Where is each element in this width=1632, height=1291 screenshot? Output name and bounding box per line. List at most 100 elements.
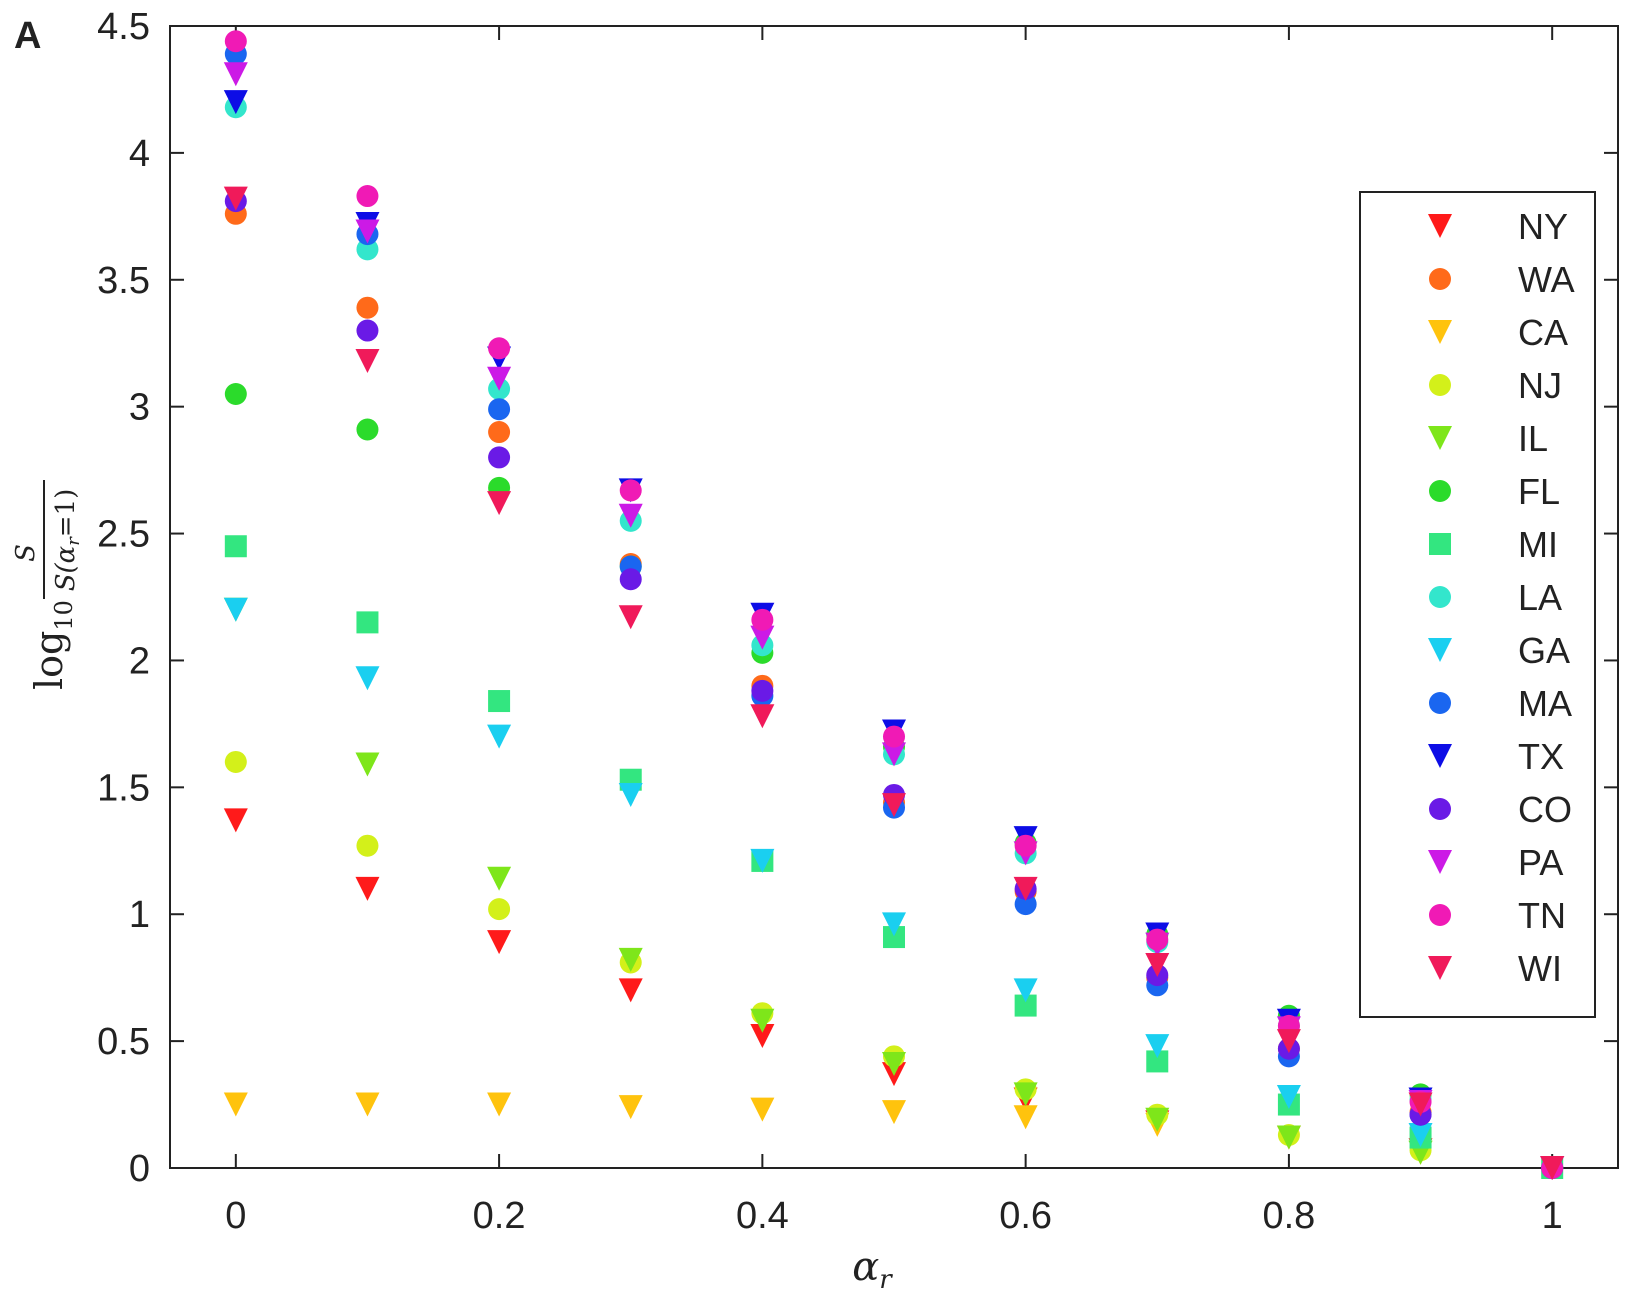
data-point (750, 1008, 775, 1033)
y-tick-label: 3.5 (97, 260, 150, 302)
data-point (223, 597, 248, 622)
data-point (488, 446, 511, 469)
data-point (1145, 1034, 1170, 1059)
axes: 0 0.2 0.4 0.6 0.8 1 0 0.5 1 1.5 2 2.5 3 3.5 4 4.5 (97, 6, 1619, 1237)
data-point (355, 219, 380, 244)
svg-text:S(αr=1): S(αr=1) (51, 489, 84, 592)
y-tick-label: 2.5 (97, 514, 150, 556)
data-point (1146, 928, 1169, 951)
series-ga (223, 597, 1565, 1180)
legend-item: CO (1429, 789, 1572, 830)
legend-marker (1428, 214, 1452, 238)
x-tick-label: 1 (1542, 1195, 1563, 1237)
data-point (882, 1100, 906, 1125)
legend-marker (1428, 956, 1452, 980)
data-point (1014, 834, 1037, 857)
legend-label: WI (1518, 948, 1562, 989)
y-tick-label: 0 (129, 1148, 150, 1190)
data-point (750, 848, 775, 873)
legend-item: CA (1428, 312, 1568, 353)
data-point (223, 90, 248, 115)
data-point (356, 319, 379, 342)
data-point (224, 535, 247, 558)
legend-label: CO (1518, 789, 1572, 830)
data-point (750, 704, 775, 729)
data-point (618, 503, 643, 528)
data-point (356, 296, 379, 319)
data-point (882, 1051, 906, 1076)
data-point (751, 608, 774, 631)
data-point (487, 491, 512, 516)
data-point (1145, 1107, 1170, 1132)
data-point (356, 418, 379, 441)
data-point (487, 366, 512, 391)
y-tick-label: 4 (129, 133, 150, 175)
legend-label: IL (1518, 418, 1548, 459)
data-point (1013, 1082, 1038, 1107)
x-tick-label: 0.6 (999, 1195, 1052, 1237)
data-point (619, 568, 642, 591)
svg-text:S: S (11, 544, 41, 562)
data-point (488, 421, 511, 444)
data-point (1408, 1123, 1433, 1148)
legend-item: MI (1429, 524, 1558, 565)
legend-marker (1428, 426, 1452, 450)
legend-item: LA (1429, 577, 1562, 618)
legend-label: PA (1518, 842, 1563, 883)
y-axis-label: log10 S S(αr=1) (11, 480, 84, 690)
legend-item: TN (1429, 895, 1566, 936)
data-point (618, 782, 643, 807)
legend-marker (1429, 533, 1451, 555)
legend-label: GA (1518, 630, 1570, 671)
data-point (1276, 1029, 1301, 1054)
x-tick-label: 0.2 (473, 1195, 526, 1237)
data-point (1013, 876, 1038, 901)
legend-marker (1428, 850, 1452, 874)
data-points (223, 30, 1565, 1180)
data-point (356, 185, 379, 208)
svg-text:αr: αr (852, 1244, 893, 1291)
y-tick-label: 2 (129, 640, 150, 682)
legend-item: GA (1428, 630, 1570, 671)
legend-marker (1429, 374, 1451, 396)
data-point (356, 834, 379, 857)
data-point (882, 912, 906, 937)
y-tick-label: 1.5 (97, 767, 150, 809)
data-point (488, 337, 511, 360)
x-tick-label: 0.4 (736, 1195, 789, 1237)
data-point (224, 750, 247, 773)
legend-item: PA (1428, 842, 1563, 883)
legend-marker (1428, 638, 1452, 662)
legend-marker (1429, 586, 1451, 608)
data-point (355, 1092, 380, 1117)
y-tick-label: 0.5 (97, 1021, 150, 1063)
data-point (619, 479, 642, 502)
data-point (618, 1095, 643, 1120)
data-point (1145, 952, 1170, 977)
series-wi (223, 186, 1565, 1180)
data-point (224, 382, 247, 405)
data-point (751, 679, 774, 702)
panel-label: A (14, 15, 41, 57)
data-point (1540, 1156, 1565, 1180)
legend-marker (1429, 904, 1451, 926)
x-axis-label: αr (852, 1244, 893, 1291)
y-tick-label: 4.5 (97, 6, 150, 48)
data-point (488, 690, 511, 713)
data-point (355, 348, 380, 373)
legend-item: FL (1429, 471, 1560, 512)
legend-label: WA (1518, 259, 1575, 300)
data-point (1014, 893, 1037, 916)
legend-marker (1429, 692, 1451, 714)
data-point (488, 898, 511, 921)
legend-item: NJ (1429, 365, 1562, 406)
data-point (487, 930, 512, 955)
legend-item: WA (1429, 259, 1575, 300)
data-point (487, 1092, 512, 1117)
legend-marker (1429, 798, 1451, 820)
data-point (223, 808, 248, 833)
legend-marker (1429, 268, 1451, 290)
data-point (750, 625, 775, 650)
y-tick-label: 3 (129, 387, 150, 429)
